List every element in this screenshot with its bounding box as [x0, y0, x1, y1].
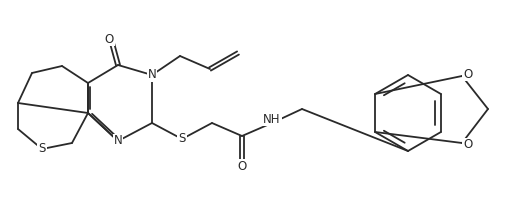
Text: O: O — [464, 138, 473, 151]
Text: N: N — [147, 69, 157, 81]
Text: O: O — [464, 68, 473, 81]
Text: O: O — [237, 160, 246, 173]
Text: N: N — [114, 134, 122, 147]
Text: NH: NH — [263, 112, 281, 126]
Text: S: S — [38, 142, 45, 156]
Text: S: S — [178, 133, 186, 146]
Text: O: O — [105, 32, 114, 46]
